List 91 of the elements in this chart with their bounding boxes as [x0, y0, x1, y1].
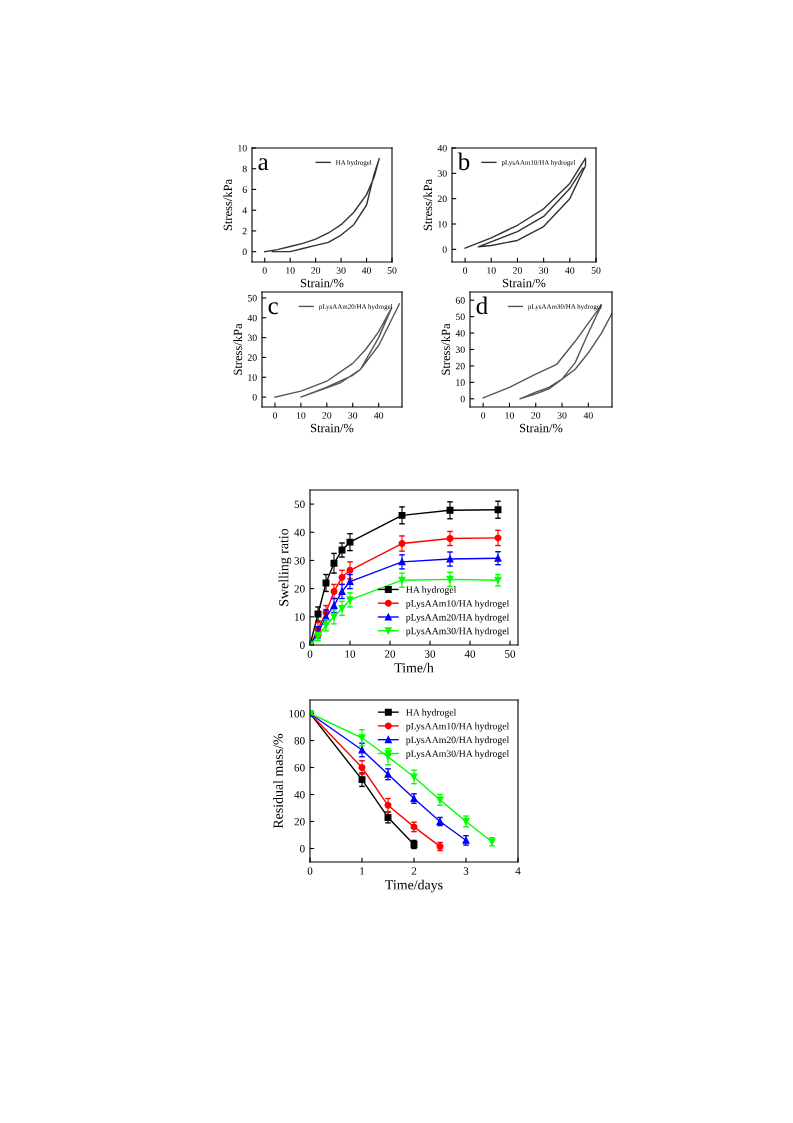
y-tick-label: 10 — [248, 374, 257, 381]
x-tick-label: 20 — [322, 412, 332, 419]
x-tick-label: 40 — [361, 267, 372, 274]
x-tick-label: 20 — [384, 650, 396, 658]
y-tick-label: 8 — [242, 165, 247, 173]
y-tick-label: 10 — [295, 613, 305, 621]
x-axis-title: Time/days — [385, 879, 443, 893]
legend-label: HA hydrogel — [406, 586, 457, 595]
y-tick-label: 0 — [460, 395, 465, 403]
x-tick-label: 30 — [557, 412, 567, 419]
x-tick-label: 20 — [531, 412, 541, 419]
x-tick-label: 30 — [424, 650, 436, 658]
y-tick-label: 10 — [238, 144, 247, 152]
x-axis-title: Strain/% — [519, 423, 563, 433]
y-tick-label: 50 — [247, 294, 257, 302]
x-tick-label: 10 — [487, 267, 496, 274]
x-tick-label: 4 — [515, 867, 521, 875]
y-tick-label: 50 — [294, 500, 305, 509]
legend-label: pLysAAm30/HA hydrogel — [405, 627, 510, 637]
annotation: b — [457, 152, 470, 171]
y-tick-label: 20 — [294, 817, 305, 826]
x-tick-label: 50 — [591, 267, 601, 274]
y-axis-title: Stress/kPa — [233, 323, 243, 375]
x-tick-label: 40 — [374, 412, 384, 419]
x-tick-label: 30 — [348, 412, 358, 419]
y-tick-label: 30 — [437, 170, 447, 177]
y-tick-label: 50 — [455, 313, 465, 321]
y-tick-label: 0 — [300, 641, 305, 649]
x-axis-title: Strain/% — [502, 278, 546, 288]
y-tick-label: 40 — [437, 144, 447, 152]
annotation: d — [476, 296, 488, 315]
legend-label: pLysAAm30/HA hydrogel — [405, 750, 510, 759]
y-tick-label: 60 — [294, 763, 305, 772]
x-tick-label: 30 — [336, 267, 346, 274]
x-tick-label: 40 — [464, 650, 476, 658]
y-tick-label: 0 — [242, 248, 247, 256]
y-tick-label: 20 — [437, 195, 447, 203]
y-tick-label: 0 — [300, 844, 305, 853]
y-tick-label: 100 — [289, 709, 305, 718]
legend-label: pLysAAm10/HA hydrogel — [405, 599, 510, 609]
y-axis-title: Swelling ratio — [278, 528, 292, 606]
y-tick-label: 30 — [247, 334, 257, 342]
x-tick-label: 20 — [311, 267, 321, 274]
y-tick-label: 0 — [252, 393, 257, 401]
y-tick-label: 30 — [294, 556, 305, 565]
y-tick-label: 10 — [456, 379, 465, 386]
annotation: c — [268, 302, 278, 315]
x-tick-label: 50 — [387, 267, 397, 274]
x-tick-label: 0 — [272, 412, 278, 419]
y-tick-label: 20 — [247, 354, 257, 361]
x-tick-label: 0 — [307, 650, 313, 658]
x-axis-title: Time/h — [394, 662, 434, 673]
x-tick-label: 0 — [262, 267, 267, 274]
y-tick-label: 30 — [455, 346, 465, 353]
x-tick-label: 50 — [505, 650, 516, 658]
x-tick-label: 2 — [411, 867, 417, 875]
y-axis-title: Residual mass/% — [273, 733, 283, 829]
y-tick-label: 2 — [242, 227, 247, 235]
y-tick-label: 6 — [242, 186, 247, 193]
y-tick-label: 40 — [294, 528, 305, 537]
y-tick-label: 10 — [438, 220, 447, 228]
y-tick-label: 40 — [294, 790, 305, 799]
y-tick-label: 60 — [455, 297, 465, 304]
y-tick-label: 40 — [247, 314, 257, 322]
y-tick-label: 20 — [455, 362, 465, 370]
x-tick-label: 10 — [286, 267, 295, 274]
x-tick-label: 0 — [481, 412, 486, 419]
y-tick-label: 4 — [242, 207, 247, 214]
x-tick-label: 20 — [513, 267, 522, 274]
y-tick-label: 40 — [455, 329, 465, 337]
x-tick-label: 0 — [307, 867, 313, 875]
annotation: a — [258, 158, 269, 171]
legend-label: pLysAAm20/HA hydrogel — [405, 736, 510, 746]
legend-label: pLysAAm20/HA hydrogel — [405, 613, 510, 623]
legend-label: HA hydrogel — [406, 708, 457, 718]
x-tick-label: 40 — [583, 412, 593, 419]
x-tick-label: 1 — [360, 867, 365, 875]
x-tick-label: 10 — [345, 650, 356, 658]
y-tick-label: 80 — [294, 736, 305, 745]
y-tick-label: 0 — [442, 246, 447, 253]
x-axis-title: Strain/% — [310, 423, 354, 433]
x-axis-title: Strain/% — [300, 278, 344, 288]
x-tick-label: 10 — [505, 412, 514, 419]
y-tick-label: 20 — [294, 585, 305, 593]
legend-label: pLysAAm10/HA hydrogel — [405, 722, 510, 732]
y-axis-title: Stress/kPa — [223, 179, 233, 231]
x-tick-label: 3 — [463, 867, 469, 875]
y-axis-title: Stress/kPa — [423, 179, 433, 231]
y-axis-title: Stress/kPa — [441, 323, 451, 375]
x-tick-label: 40 — [565, 267, 575, 274]
x-tick-label: 30 — [539, 267, 549, 274]
